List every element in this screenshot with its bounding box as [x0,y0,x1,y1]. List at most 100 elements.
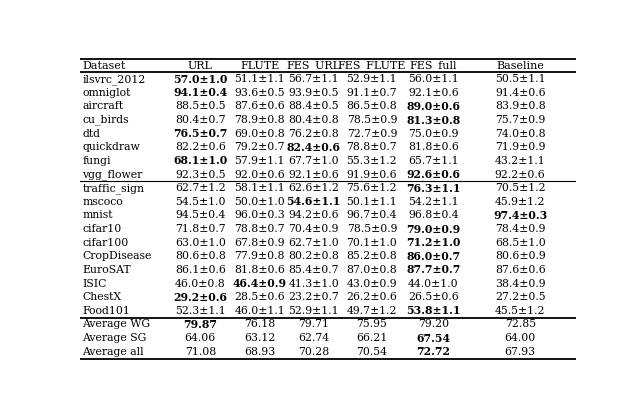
Text: omniglot: omniglot [83,88,131,98]
Text: 50.1±1.1: 50.1±1.1 [346,197,397,207]
Text: fungi: fungi [83,156,111,166]
Text: 68.5±1.0: 68.5±1.0 [495,238,545,248]
Text: 70.1±1.0: 70.1±1.0 [346,238,397,248]
Text: FES_URL: FES_URL [287,60,340,71]
Text: 87.6±0.6: 87.6±0.6 [234,102,285,111]
Text: Average WG: Average WG [83,319,150,330]
Text: 51.1±1.1: 51.1±1.1 [234,74,285,84]
Text: 77.9±0.8: 77.9±0.8 [234,252,285,261]
Text: mscoco: mscoco [83,197,124,207]
Text: 56.0±1.1: 56.0±1.1 [408,74,459,84]
Text: 57.9±1.1: 57.9±1.1 [234,156,285,166]
Text: 64.06: 64.06 [185,333,216,343]
Text: 81.8±0.6: 81.8±0.6 [408,142,459,152]
Text: FLUTE: FLUTE [240,61,280,71]
Text: 43.2±1.1: 43.2±1.1 [495,156,545,166]
Text: 66.21: 66.21 [356,333,388,343]
Text: 89.0±0.6: 89.0±0.6 [406,101,460,112]
Text: 45.5±1.2: 45.5±1.2 [495,306,545,316]
Text: 76.3±1.1: 76.3±1.1 [406,183,461,194]
Text: 92.1±0.6: 92.1±0.6 [408,88,459,98]
Text: 79.71: 79.71 [298,319,329,330]
Text: 86.0±0.7: 86.0±0.7 [406,251,460,262]
Text: 81.3±0.8: 81.3±0.8 [406,115,461,126]
Text: 72.7±0.9: 72.7±0.9 [347,129,397,139]
Text: cifar100: cifar100 [83,238,129,248]
Text: 94.2±0.6: 94.2±0.6 [288,210,339,220]
Text: mnist: mnist [83,210,113,220]
Text: 82.4±0.6: 82.4±0.6 [287,142,340,153]
Text: 92.0±0.6: 92.0±0.6 [234,170,285,180]
Text: 96.0±0.3: 96.0±0.3 [234,210,285,220]
Text: 53.8±1.1: 53.8±1.1 [406,305,461,316]
Text: cu_birds: cu_birds [83,115,129,125]
Text: ISIC: ISIC [83,279,107,289]
Text: 49.7±1.2: 49.7±1.2 [347,306,397,316]
Text: 57.0±1.0: 57.0±1.0 [173,74,227,85]
Text: 69.0±0.8: 69.0±0.8 [234,129,285,139]
Text: 62.7±1.0: 62.7±1.0 [288,238,339,248]
Text: 62.74: 62.74 [298,333,329,343]
Text: 72.85: 72.85 [504,319,536,330]
Text: 75.0±0.9: 75.0±0.9 [408,129,459,139]
Text: 62.7±1.2: 62.7±1.2 [175,183,226,193]
Text: 87.0±0.8: 87.0±0.8 [346,265,397,275]
Text: 82.2±0.6: 82.2±0.6 [175,142,226,152]
Text: 41.3±1.0: 41.3±1.0 [288,279,339,289]
Text: quickdraw: quickdraw [83,142,140,152]
Text: ilsvrc_2012: ilsvrc_2012 [83,74,146,85]
Text: 29.2±0.6: 29.2±0.6 [173,292,227,303]
Text: 45.9±1.2: 45.9±1.2 [495,197,545,207]
Text: 92.2±0.6: 92.2±0.6 [495,170,545,180]
Text: 54.6±1.1: 54.6±1.1 [287,196,341,208]
Text: 71.9±0.9: 71.9±0.9 [495,142,545,152]
Text: 93.9±0.5: 93.9±0.5 [289,88,339,98]
Text: 67.8±0.9: 67.8±0.9 [234,238,285,248]
Text: Baseline: Baseline [496,61,544,71]
Text: 56.7±1.1: 56.7±1.1 [288,74,339,84]
Text: Average SG: Average SG [83,333,147,343]
Text: 46.0±0.8: 46.0±0.8 [175,279,226,289]
Text: 67.93: 67.93 [504,347,536,357]
Text: 63.12: 63.12 [244,333,275,343]
Text: 74.0±0.8: 74.0±0.8 [495,129,545,139]
Text: 75.7±0.9: 75.7±0.9 [495,115,545,125]
Text: 54.2±1.1: 54.2±1.1 [408,197,459,207]
Text: 75.6±1.2: 75.6±1.2 [347,183,397,193]
Text: 62.6±1.2: 62.6±1.2 [288,183,339,193]
Text: 79.0±0.9: 79.0±0.9 [406,224,460,235]
Text: 79.20: 79.20 [418,319,449,330]
Text: 94.1±0.4: 94.1±0.4 [173,88,227,98]
Text: 68.1±1.0: 68.1±1.0 [173,155,227,166]
Text: 67.7±1.0: 67.7±1.0 [288,156,339,166]
Text: 71.8±0.7: 71.8±0.7 [175,224,225,234]
Text: 96.8±0.4: 96.8±0.4 [408,210,459,220]
Text: 68.93: 68.93 [244,347,275,357]
Text: 91.1±0.7: 91.1±0.7 [347,88,397,98]
Text: 76.2±0.8: 76.2±0.8 [288,129,339,139]
Text: 94.5±0.4: 94.5±0.4 [175,210,225,220]
Text: dtd: dtd [83,129,100,139]
Text: 78.5±0.9: 78.5±0.9 [347,224,397,234]
Text: 65.7±1.1: 65.7±1.1 [408,156,459,166]
Text: 50.5±1.1: 50.5±1.1 [495,74,545,84]
Text: 75.95: 75.95 [356,319,387,330]
Text: 87.6±0.6: 87.6±0.6 [495,265,545,275]
Text: ChestX: ChestX [83,292,122,302]
Text: 80.6±0.8: 80.6±0.8 [175,252,226,261]
Text: 81.8±0.6: 81.8±0.6 [234,265,285,275]
Text: 76.18: 76.18 [244,319,275,330]
Text: vgg_flower: vgg_flower [83,169,143,180]
Text: 52.9±1.1: 52.9±1.1 [288,306,339,316]
Text: CropDisease: CropDisease [83,252,152,261]
Text: 88.5±0.5: 88.5±0.5 [175,102,225,111]
Text: 26.5±0.6: 26.5±0.6 [408,292,459,302]
Text: 78.8±0.7: 78.8±0.7 [234,224,285,234]
Text: 87.7±0.7: 87.7±0.7 [406,265,461,275]
Text: 71.2±1.0: 71.2±1.0 [406,237,461,248]
Text: 85.4±0.7: 85.4±0.7 [289,265,339,275]
Text: 27.2±0.5: 27.2±0.5 [495,292,545,302]
Text: URL: URL [188,61,212,71]
Text: 70.4±0.9: 70.4±0.9 [289,224,339,234]
Text: 28.5±0.6: 28.5±0.6 [234,292,285,302]
